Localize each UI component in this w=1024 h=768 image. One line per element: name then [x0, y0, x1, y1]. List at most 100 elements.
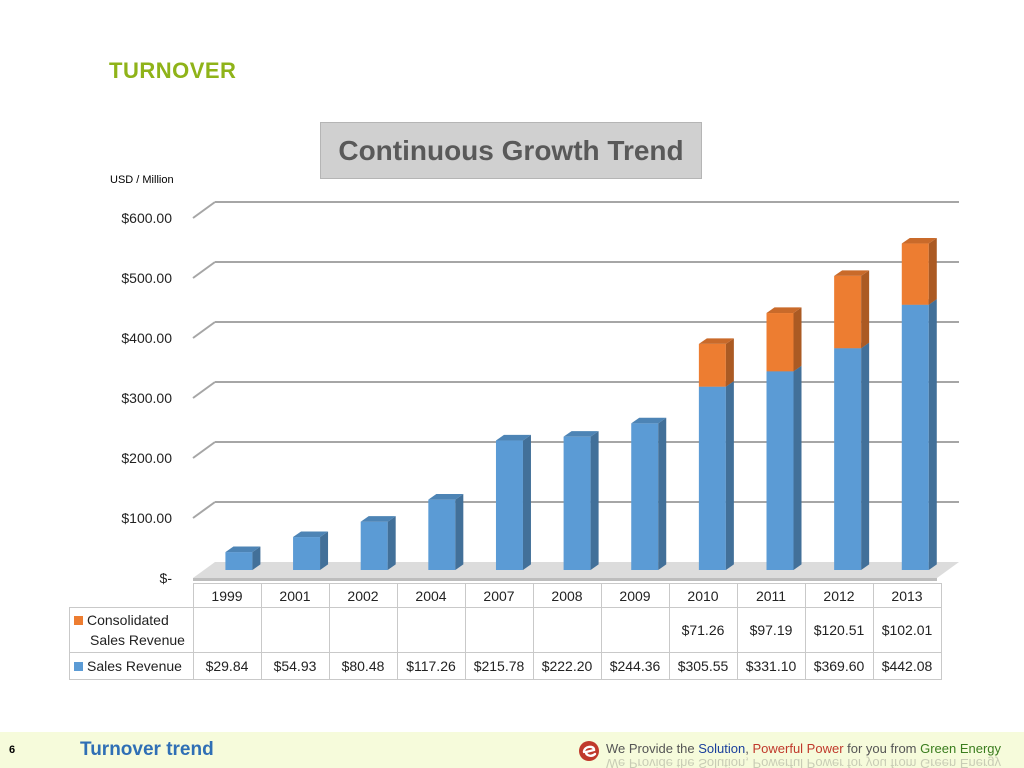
data-label: [396, 607, 466, 653]
legend-text: Sales Revenue: [87, 658, 182, 674]
y-tick-label: $-: [160, 570, 173, 586]
bar-side: [793, 365, 802, 570]
bar-side: [725, 338, 734, 387]
bar-side: [658, 417, 667, 570]
data-label: [600, 607, 670, 653]
bar-top: [360, 516, 396, 522]
gridline-diagonal: [192, 321, 216, 339]
y-tick-label: $300.00: [121, 390, 172, 406]
bar: [428, 499, 456, 570]
bar: [901, 243, 929, 305]
tagline-text: We Provide the Solution, Powerful Power …: [606, 741, 1001, 756]
bar-side: [522, 434, 531, 570]
legend-label-sales-revenue: Sales Revenue: [69, 652, 194, 680]
bar-top: [293, 531, 329, 538]
legend-swatch: [74, 616, 83, 625]
y-tick-label: $500.00: [121, 270, 172, 286]
bar-side: [320, 531, 329, 570]
category-label: 2008: [532, 583, 602, 608]
data-label: [532, 607, 602, 653]
bar: [698, 343, 726, 387]
category-label: 2009: [600, 583, 670, 608]
y-tick-label: $200.00: [121, 450, 172, 466]
data-label: $29.84: [192, 652, 262, 680]
bar-side: [725, 381, 734, 570]
bar: [901, 304, 929, 570]
data-label: $102.01: [872, 607, 942, 653]
data-label: $71.26: [668, 607, 738, 653]
data-label: $117.26: [396, 652, 466, 680]
bar: [495, 440, 523, 570]
bar-side: [252, 546, 261, 570]
gridline-diagonal: [192, 441, 216, 459]
data-label: [328, 607, 398, 653]
chart-floor-edge: [193, 578, 937, 581]
bar-top: [834, 270, 870, 276]
bar: [766, 313, 794, 372]
bar: [225, 552, 253, 570]
bar-side: [861, 270, 870, 349]
data-label: $80.48: [328, 652, 398, 680]
y-tick-label: $100.00: [121, 510, 172, 526]
y-axis-unit-label: USD / Million: [110, 174, 174, 186]
gridline-diagonal: [192, 201, 216, 219]
bar-chart: $- $100.00 $200.00 $300.00 $400.00 $500.00 $60…: [121, 201, 959, 586]
gridline-diagonal: [192, 261, 216, 279]
data-label: $97.19: [736, 607, 806, 653]
bar-top: [698, 338, 734, 344]
tagline-part: for you from: [843, 741, 921, 756]
bar: [834, 348, 862, 570]
bar-top: [766, 307, 802, 314]
bar-side: [928, 299, 937, 570]
category-label: 2004: [396, 583, 466, 608]
chart-data-table: 1999 2001 2002 2004 2007 2008 2009 2010 2011 2012…: [69, 583, 942, 680]
bar-top: [563, 431, 599, 437]
category-label: 2011: [736, 583, 806, 608]
bar-side: [387, 516, 396, 570]
category-label: 2012: [804, 583, 874, 608]
footer-title: Turnover trend: [80, 739, 214, 760]
bar: [698, 386, 726, 570]
category-label: 1999: [192, 583, 262, 608]
page-number: 6: [9, 744, 16, 756]
page-heading: TURNOVER: [109, 58, 237, 83]
tagline-powerful-power: Powerful Power: [752, 741, 844, 756]
data-label: [192, 607, 262, 653]
bar-side: [455, 494, 464, 570]
table-corner: [69, 583, 194, 608]
data-label: $120.51: [804, 607, 874, 653]
category-label: 2010: [668, 583, 738, 608]
bar: [834, 275, 862, 349]
bar-side: [928, 237, 937, 305]
legend-label-consolidated: Consolidated Sales Revenue: [69, 607, 194, 653]
category-label: 2001: [260, 583, 330, 608]
bar-top: [901, 237, 937, 244]
bar-top: [495, 434, 531, 441]
y-tick-label: $400.00: [121, 330, 172, 346]
legend-swatch: [74, 662, 83, 671]
legend-text: Consolidated: [87, 612, 169, 628]
bar-top: [631, 417, 667, 424]
tagline-reflection: We Provide the Solution, Powerful Power …: [606, 756, 1002, 768]
tagline-comma: ,: [745, 741, 753, 756]
bar-side: [793, 307, 802, 372]
y-tick-label: $600.00: [121, 210, 172, 226]
category-label: 2013: [872, 583, 942, 608]
data-label: $442.08: [872, 652, 942, 680]
data-label: [464, 607, 534, 653]
data-label: $222.20: [532, 652, 602, 680]
tagline-solution: Solution: [698, 741, 746, 756]
data-label: [260, 607, 330, 653]
category-label: 2007: [464, 583, 534, 608]
data-label: $244.36: [600, 652, 670, 680]
bar: [766, 371, 794, 570]
gridline-diagonal: [192, 381, 216, 399]
data-label: $54.93: [260, 652, 330, 680]
tagline-part: We Provide the: [606, 741, 699, 756]
bar-top: [428, 494, 464, 500]
data-label: $305.55: [668, 652, 738, 680]
legend-text: Sales Revenue: [90, 632, 185, 648]
bar-side: [861, 342, 870, 570]
gridline-diagonal: [192, 501, 216, 519]
company-logo-icon: [579, 741, 599, 761]
